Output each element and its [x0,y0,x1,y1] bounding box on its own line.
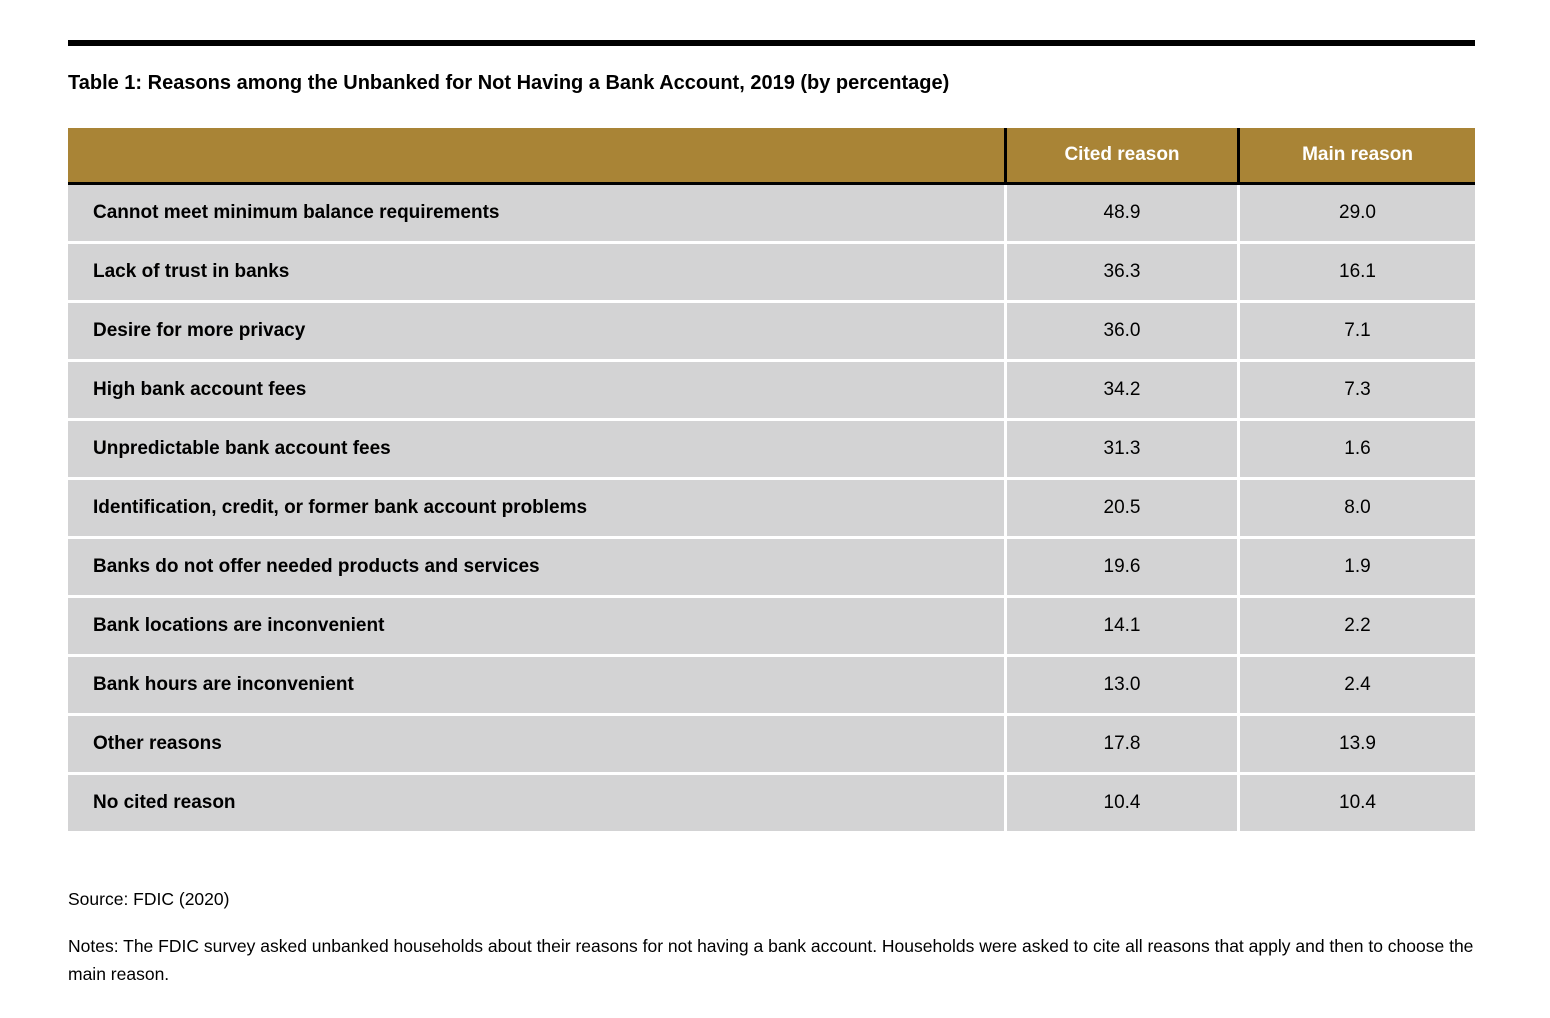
page-title: Table 1: Reasons among the Unbanked for … [68,72,950,94]
main-reason-value: 13.9 [1240,716,1475,772]
cited-reason-value: 14.1 [1007,598,1237,654]
main-reason-value: 1.6 [1240,421,1475,477]
main-reason-value: 7.1 [1240,303,1475,359]
header-cell-empty [68,128,1004,182]
row-label: Banks do not offer needed products and s… [68,539,1004,595]
row-label: Unpredictable bank account fees [68,421,1004,477]
table-row: Lack of trust in banks 36.3 16.1 [68,244,1475,300]
top-rule [68,40,1475,46]
table-row: Other reasons 17.8 13.9 [68,716,1475,772]
cited-reason-value: 17.8 [1007,716,1237,772]
row-label: Cannot meet minimum balance requirements [68,185,1004,241]
main-reason-value: 1.9 [1240,539,1475,595]
cited-reason-value: 13.0 [1007,657,1237,713]
source-line: Source: FDIC (2020) [68,889,230,909]
table-row: High bank account fees 34.2 7.3 [68,362,1475,418]
main-reason-value: 16.1 [1240,244,1475,300]
notes-text: Notes: The FDIC survey asked unbanked ho… [68,935,1474,985]
table-row: Desire for more privacy 36.0 7.1 [68,303,1475,359]
row-label: No cited reason [68,775,1004,831]
reasons-table: Cited reason Main reason Cannot meet min… [68,128,1475,831]
table-row: Identification, credit, or former bank a… [68,480,1475,536]
table-row: Bank locations are inconvenient 14.1 2.2 [68,598,1475,654]
main-reason-value: 2.2 [1240,598,1475,654]
cited-reason-value: 36.3 [1007,244,1237,300]
main-reason-value: 2.4 [1240,657,1475,713]
row-label: High bank account fees [68,362,1004,418]
cited-reason-value: 10.4 [1007,775,1237,831]
table-row: Bank hours are inconvenient 13.0 2.4 [68,657,1475,713]
table-row: Cannot meet minimum balance requirements… [68,185,1475,241]
header-cell-cited-reason: Cited reason [1007,128,1237,182]
table-row: No cited reason 10.4 10.4 [68,775,1475,831]
row-label: Lack of trust in banks [68,244,1004,300]
row-label: Bank locations are inconvenient [68,598,1004,654]
header-cell-main-reason: Main reason [1240,128,1475,182]
table-row: Banks do not offer needed products and s… [68,539,1475,595]
row-label: Bank hours are inconvenient [68,657,1004,713]
cited-reason-value: 19.6 [1007,539,1237,595]
row-label: Identification, credit, or former bank a… [68,480,1004,536]
main-reason-value: 8.0 [1240,480,1475,536]
cited-reason-value: 31.3 [1007,421,1237,477]
main-reason-value: 7.3 [1240,362,1475,418]
cited-reason-value: 48.9 [1007,185,1237,241]
table-header-row: Cited reason Main reason [68,128,1475,185]
row-label: Other reasons [68,716,1004,772]
row-label: Desire for more privacy [68,303,1004,359]
cited-reason-value: 34.2 [1007,362,1237,418]
main-reason-value: 10.4 [1240,775,1475,831]
cited-reason-value: 36.0 [1007,303,1237,359]
main-reason-value: 29.0 [1240,185,1475,241]
page-content: Table 1: Reasons among the Unbanked for … [68,40,1475,985]
cited-reason-value: 20.5 [1007,480,1237,536]
table-row: Unpredictable bank account fees 31.3 1.6 [68,421,1475,477]
table-body: Cannot meet minimum balance requirements… [68,185,1475,831]
